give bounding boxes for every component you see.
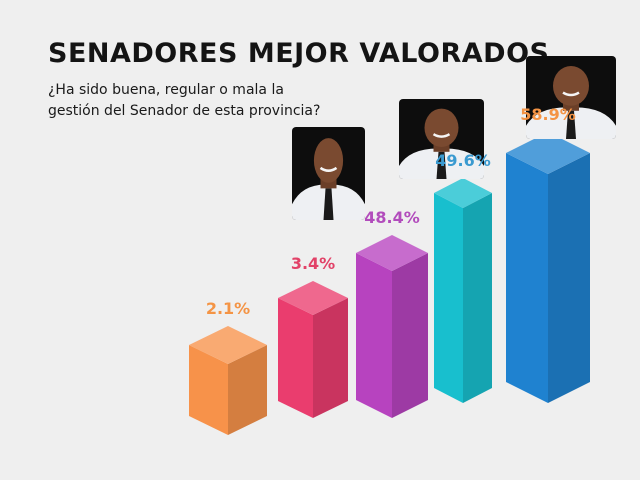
photos-group: [292, 56, 616, 220]
bar-top-face: [506, 132, 590, 174]
bar-top-face: [278, 281, 348, 315]
value-label: 3.4%: [291, 254, 335, 273]
bar-right-face: [313, 298, 348, 418]
bar-3: [356, 235, 428, 418]
value-label: 48.4%: [364, 208, 420, 227]
bar-right-face: [228, 345, 267, 435]
bar-left-face: [434, 193, 463, 403]
bar-right-face: [548, 153, 590, 403]
chart-subtitle: ¿Ha sido buena, regular o mala la gestió…: [48, 82, 321, 119]
senator-photo: [292, 127, 365, 220]
bar-4: [434, 178, 492, 403]
bar-left-face: [189, 345, 228, 435]
bar-right-face: [392, 253, 428, 418]
bar-top-face: [356, 235, 428, 271]
bars-group: [189, 132, 590, 435]
value-label: 49.6%: [435, 151, 491, 170]
chart-title: SENADORES MEJOR VALORADOS: [48, 38, 550, 69]
bar-left-face: [506, 153, 548, 403]
bar-left-face: [278, 298, 313, 418]
bar-1: [189, 326, 267, 435]
value-label: 58.9%: [520, 105, 576, 124]
bar-top-face: [434, 178, 492, 208]
senator-photo: [399, 99, 484, 179]
value-label: 2.1%: [206, 299, 250, 318]
bar-2: [278, 281, 348, 418]
value-labels-group: 2.1% 3.4% 48.4% 49.6% 58.9%: [206, 105, 576, 318]
bar-top-face: [189, 326, 267, 364]
bar-5: [506, 132, 590, 403]
bar-left-face: [356, 253, 392, 418]
senator-photo: [526, 56, 616, 139]
bar-right-face: [463, 193, 492, 403]
